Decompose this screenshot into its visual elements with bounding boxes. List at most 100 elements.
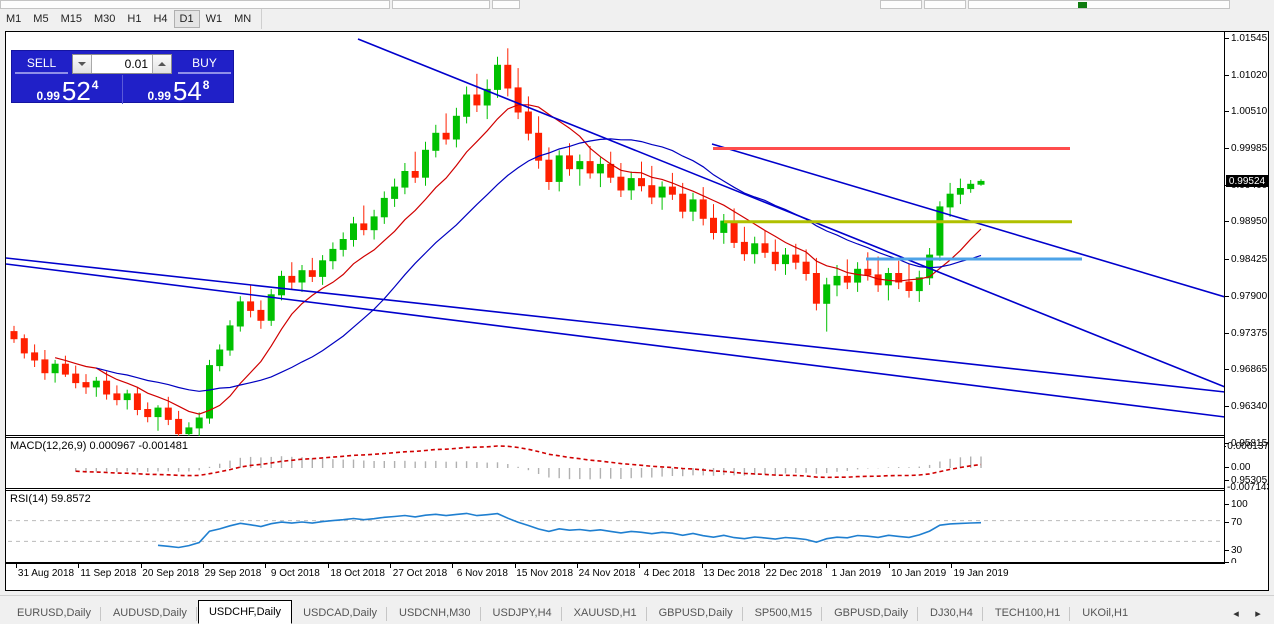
macd-axis-label: 0.00 [1231, 461, 1251, 473]
timeframe-button-m5[interactable]: M5 [33, 13, 49, 25]
chart-tab-xauusd-h1[interactable]: XAUUSD,H1 [563, 602, 648, 624]
scroll-left-icon[interactable]: ◂ [1233, 607, 1239, 620]
buy-button[interactable]: BUY [178, 54, 231, 74]
price-axis-label: 0.98425 [1231, 253, 1268, 265]
timeframe-button-h1[interactable]: H1 [127, 13, 142, 25]
chart-tab-bar: EURUSD,Daily AUDUSD,Daily USDCHF,Daily USDC… [0, 595, 1274, 624]
chart-tab-audusd-daily[interactable]: AUDUSD,Daily [102, 602, 198, 624]
rsi-axis-tick: 70 [1225, 516, 1268, 528]
timeframe-button-m15[interactable]: M15 [60, 13, 82, 25]
price-axis-label: 0.96865 [1231, 364, 1268, 375]
tick-dash [1225, 258, 1229, 260]
tab-label: GBPUSD,Daily [658, 607, 733, 619]
tab-separator [99, 607, 101, 621]
date-tick-mark [951, 564, 952, 568]
date-axis-label: 15 Nov 2018 [516, 568, 574, 579]
price-axis[interactable]: 1.015451.010201.005100.999850.994600.989… [1224, 32, 1268, 563]
rsi-axis-label: 100 [1231, 498, 1248, 510]
chart-window: USDCHF,Daily 0.99481 0.99546 0.99459 0.9… [5, 31, 1269, 591]
timeframe-button-d1[interactable]: D1 [173, 10, 200, 28]
tab-label: GBPUSD,Daily [834, 607, 909, 619]
channel-lower-trendline[interactable] [6, 263, 1225, 418]
buy-price-fraction: 8 [202, 78, 210, 92]
tick-dash [1225, 479, 1229, 481]
toolbar-fragment-right-c [968, 0, 1230, 9]
chart-tab-eurusd-daily[interactable]: EURUSD,Daily [6, 602, 102, 624]
chart-tab-tech100-h1[interactable]: TECH100,H1 [984, 602, 1071, 624]
price-axis-tick: 0.97375 [1225, 327, 1268, 339]
chart-tab-gbpusd-daily[interactable]: GBPUSD,Daily [823, 602, 919, 624]
tab-label: DJ30,H4 [930, 607, 973, 619]
timeframe-button-h4[interactable]: H4 [153, 13, 168, 25]
macd-chart-svg [74, 445, 982, 480]
chart-tab-usdjpy-h4[interactable]: USDJPY,H4 [482, 602, 563, 624]
tab-label: AUDUSD,Daily [112, 607, 187, 619]
tab-label: USDJPY,H4 [492, 607, 552, 619]
volume-increase-button[interactable] [152, 55, 171, 73]
timeframe-button-m1[interactable]: M1 [6, 13, 22, 25]
price-axis-tick: 0.98425 [1225, 253, 1268, 265]
macd-axis-tick: -0.007143 [1225, 481, 1268, 493]
date-axis-label: 19 Jan 2019 [953, 568, 1009, 579]
volume-input[interactable]: 0.01 [92, 55, 152, 73]
chart-tab-ukoil-h1[interactable]: UKOil,H1 [1071, 602, 1139, 624]
price-axis-tick: 1.01545 [1225, 32, 1268, 44]
price-axis-label: 1.01020 [1231, 69, 1268, 81]
price-axis-tick: 1.01020 [1225, 69, 1268, 81]
channel-upper-trendline[interactable] [357, 38, 1225, 388]
toolbar-fragment-right-b[interactable] [924, 0, 966, 9]
date-tick-mark [203, 564, 204, 568]
tab-separator [645, 607, 647, 621]
chart-tab-sp500-m15[interactable]: SP500,M15 [744, 602, 823, 624]
toolbar-fragment-btn[interactable] [492, 0, 520, 9]
tab-separator [981, 607, 983, 621]
chevron-down-icon [78, 62, 86, 66]
tab-label: UKOil,H1 [1082, 607, 1129, 619]
chevron-up-icon [158, 62, 166, 66]
date-tick-mark [514, 564, 516, 568]
date-axis-label: 4 Dec 2018 [643, 568, 695, 579]
timeframe-button-mn[interactable]: MN [234, 13, 252, 25]
rsi-chart-svg [8, 512, 1223, 549]
date-tick-mark [888, 564, 890, 568]
rsi-pane[interactable]: RSI(14) 59.8572 [6, 490, 1225, 563]
macd-axis-tick: 0.006137 [1225, 440, 1268, 452]
tab-label: SP500,M15 [754, 607, 813, 619]
rsi-axis-label: 0 [1231, 556, 1237, 564]
price-axis-label: 1.00510 [1231, 105, 1268, 117]
tick-dash [1225, 369, 1229, 370]
tick-dash [1225, 37, 1229, 39]
toolbar-fragment-right-a[interactable] [880, 0, 922, 9]
chart-tab-usdchf-daily[interactable]: USDCHF,Daily [197, 600, 293, 624]
one-click-trading-panel[interactable]: SELL 0.01 BUY 0.99 52 4 [11, 50, 234, 104]
sell-button[interactable]: SELL [15, 54, 68, 74]
price-axis-tick: 0.99985 [1225, 143, 1268, 155]
toolbar-fragment-left [0, 0, 390, 9]
tab-separator [479, 607, 481, 621]
chart-tab-usdcad-daily[interactable]: USDCAD,Daily [292, 602, 388, 624]
chart-tab-usdcnh-m30[interactable]: USDCNH,M30 [388, 602, 482, 624]
scroll-right-icon[interactable]: ▸ [1255, 607, 1261, 620]
volume-decrease-button[interactable] [73, 55, 92, 73]
tab-label: XAUUSD,H1 [573, 607, 637, 619]
timeframe-button-m30[interactable]: M30 [93, 13, 116, 25]
chart-tab-gbpusd-daily[interactable]: GBPUSD,Daily [648, 602, 744, 624]
ma-slow-line [96, 138, 982, 392]
toolbar-remnant [0, 0, 1274, 9]
price-axis-tick: 0.96865 [1225, 364, 1268, 376]
macd-pane[interactable]: MACD(12,26,9) 0.000967 -0.001481 [6, 437, 1225, 489]
price-axis-label: 0.95815 [1231, 438, 1268, 450]
date-axis-label: 13 Dec 2018 [703, 568, 761, 579]
sell-price-fraction: 4 [91, 78, 99, 92]
buy-price-display[interactable]: 0.99 54 8 [123, 75, 233, 104]
volume-stepper[interactable]: 0.01 [72, 54, 172, 74]
channel-mid-trendline[interactable] [6, 257, 1225, 393]
sell-price-display[interactable]: 0.99 52 4 [12, 75, 123, 104]
timeframe-button-w1[interactable]: W1 [205, 13, 223, 25]
price-axis-label: 0.96340 [1231, 401, 1268, 413]
price-axis-label: 0.97900 [1231, 290, 1268, 302]
price-axis-tick: 0.95815 [1225, 438, 1268, 450]
price-axis-tick: 0.96340 [1225, 401, 1268, 413]
chart-tab-dj30-h4[interactable]: DJ30,H4 [919, 602, 984, 624]
